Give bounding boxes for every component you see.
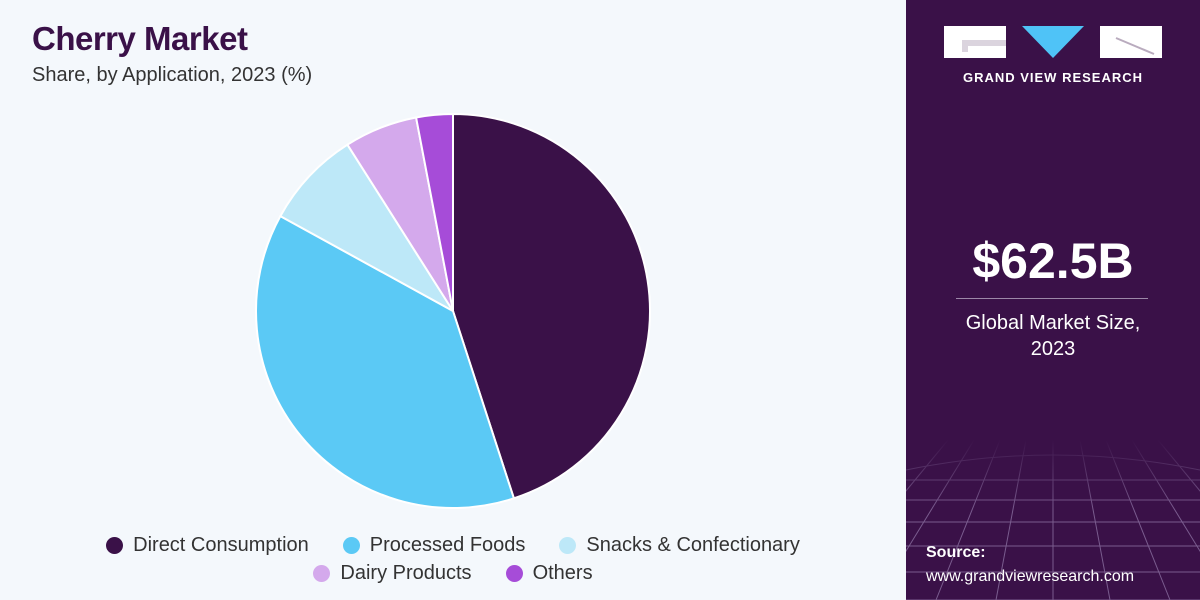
legend-row-1: Direct Consumption Processed Foods Snack…: [0, 534, 906, 557]
legend-label: Processed Foods: [369, 534, 526, 556]
legend-label: Snacks & Confectionary: [586, 534, 800, 556]
grid-floor-graphic: [906, 440, 1200, 600]
market-size-label: Global Market Size, 2023: [906, 310, 1200, 362]
legend-swatch: [505, 565, 523, 582]
gvr-logo-mark-icon: [944, 26, 1162, 58]
market-size-label-line-1: Global Market Size,: [965, 312, 1141, 334]
legend-label: Others: [532, 562, 593, 584]
pie-slice-snacks-confectionary: [279, 143, 454, 312]
source-label: Source:: [926, 544, 986, 561]
legend-item-processed-foods: Processed Foods: [342, 534, 526, 557]
gvr-logo: GRAND VIEW RESEARCH: [944, 24, 1162, 88]
legend-swatch: [106, 537, 124, 554]
legend-label: Direct Consumption: [133, 534, 309, 556]
legend-swatch: [559, 537, 577, 554]
divider: [956, 298, 1148, 299]
market-size-value: $62.5B: [972, 233, 1134, 289]
pie-slice-others: [414, 112, 454, 312]
chart-panel: Cherry Market Share, by Application, 202…: [0, 0, 906, 600]
pie-slice-processed-foods: [255, 214, 516, 509]
pie-chart: [255, 112, 651, 509]
legend-label: Dairy Products: [340, 562, 472, 584]
legend-swatch: [342, 537, 360, 554]
legend-item-dairy-products: Dairy Products: [313, 562, 472, 585]
source-url: www.grandviewresearch.com: [926, 568, 1135, 585]
legend-item-others: Others: [505, 562, 593, 585]
market-size-label-line-2: 2023: [1030, 338, 1076, 360]
chart-title: Cherry Market: [32, 20, 248, 57]
legend-row-2: Dairy Products Others: [0, 562, 906, 585]
legend-swatch: [313, 565, 331, 582]
legend-item-direct-consumption: Direct Consumption: [106, 534, 309, 557]
info-sidebar: GRAND VIEW RESEARCH $62.5B Global Market…: [906, 0, 1200, 600]
pie-slice-direct-consumption: [452, 112, 651, 500]
legend-item-snacks-confectionary: Snacks & Confectionary: [559, 534, 800, 557]
brand-name: GRAND VIEW RESEARCH: [962, 70, 1144, 85]
chart-subtitle: Share, by Application, 2023 (%): [32, 64, 313, 86]
